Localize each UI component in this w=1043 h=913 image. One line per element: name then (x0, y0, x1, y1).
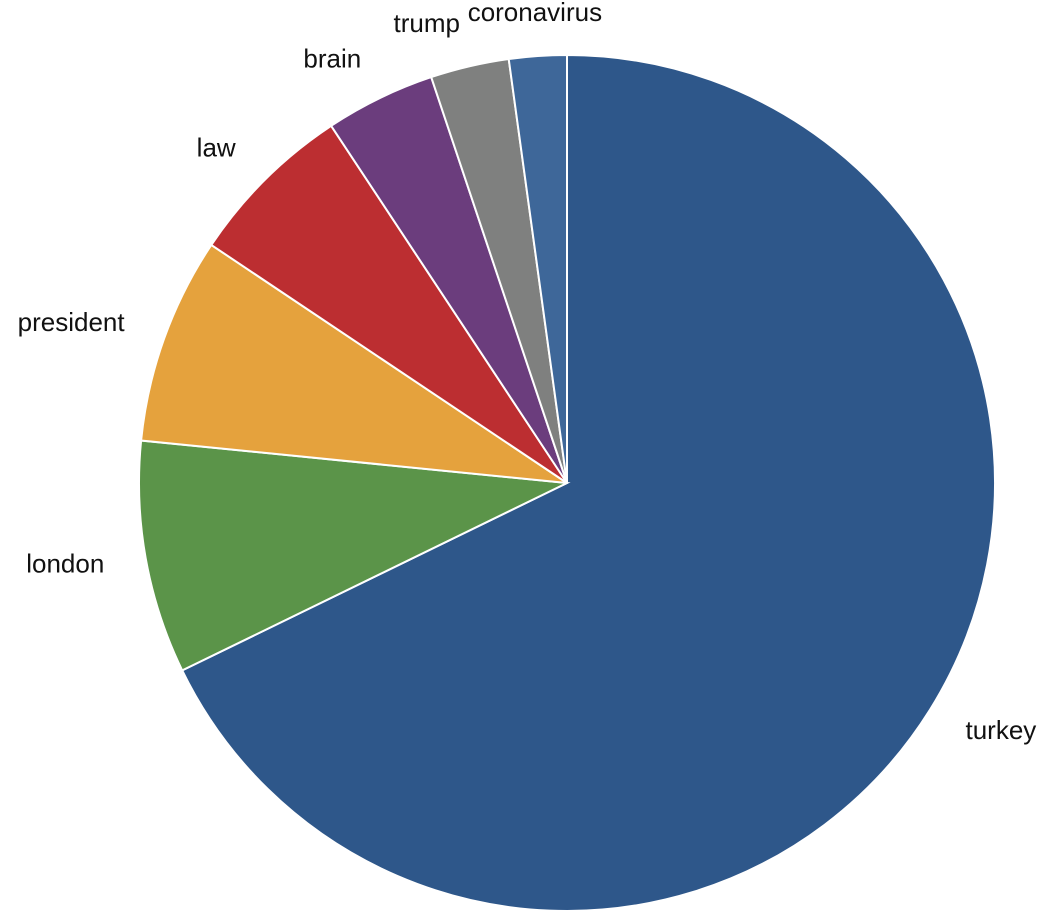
pie-label-london: london (26, 549, 104, 579)
pie-label-coronavirus: coronavirus (468, 0, 602, 27)
pie-slice-turkey (180, 53, 996, 912)
pie-label-brain: brain (303, 43, 361, 73)
pie-slice-coronavirus (507, 53, 568, 484)
pie-label-law: law (197, 132, 236, 162)
pie-label-trump: trump (394, 8, 460, 38)
pie-label-president: president (18, 307, 126, 337)
pie-labels: turkey london president law brain trump corona… (18, 0, 1037, 745)
pie-slice-president (140, 243, 568, 484)
pie-label-turkey: turkey (966, 715, 1037, 745)
pie-slice-london (138, 439, 571, 672)
pie-slices (138, 53, 996, 912)
pie-slice-law (209, 124, 568, 484)
